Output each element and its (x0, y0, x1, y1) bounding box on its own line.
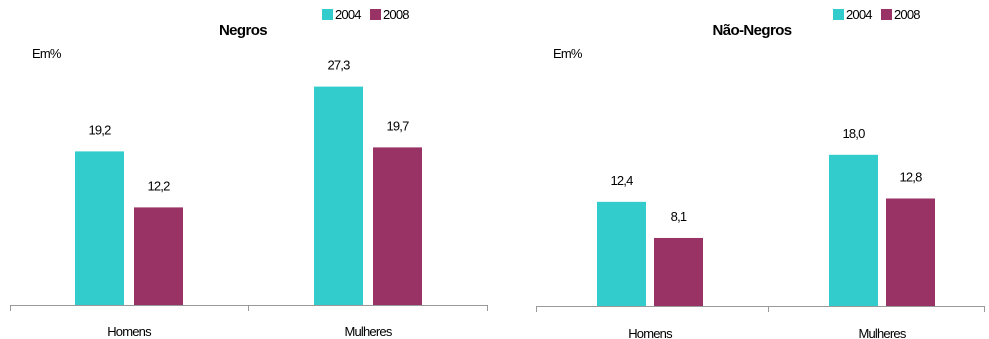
bar-2008-mulheres (886, 198, 935, 306)
bar-2008-homens (134, 207, 183, 305)
bar-2004-mulheres (314, 86, 363, 305)
unit-label: Em% (32, 46, 62, 61)
unit-label: Em% (553, 46, 583, 61)
category-label-mulheres: Mulheres (858, 326, 906, 339)
bar-chart-nao-negros: Não-Negros Em% 2004 2008 12,4 8,1 18,0 12,8… (536, 7, 985, 339)
bar-chart-negros: Negros Em% 2004 2008 19,2 12,2 27,3 19,7 Ho… (10, 7, 488, 339)
bar-2008-mulheres (373, 147, 422, 305)
data-label-2008-mulheres: 19,7 (386, 118, 409, 133)
data-label-2004-homens: 19,2 (88, 122, 111, 137)
legend-swatch-2008 (881, 9, 892, 20)
bars-group: 12,4 8,1 18,0 12,8 (597, 126, 935, 306)
legend-label-2008: 2008 (894, 7, 920, 22)
category-label-mulheres: Mulheres (344, 324, 392, 339)
x-axis (536, 306, 985, 312)
category-label-homens: Homens (107, 324, 152, 339)
data-label-2004-mulheres: 27,3 (327, 58, 350, 73)
chart-title: Não-Negros (712, 22, 791, 39)
bar-2004-mulheres (829, 154, 878, 306)
bar-2004-homens (597, 201, 646, 306)
chart-title: Negros (219, 22, 267, 39)
data-label-2004-homens: 12,4 (610, 173, 633, 188)
chart-panel-nao-negros: Não-Negros Em% 2004 2008 12,4 8,1 18,0 12,8… (528, 0, 989, 339)
data-label-2004-mulheres: 18,0 (842, 126, 865, 141)
chart-panel-negros: Negros Em% 2004 2008 19,2 12,2 27,3 19,7 Ho… (0, 0, 490, 339)
legend-swatch-2004 (322, 9, 333, 20)
bars-group: 19,2 12,2 27,3 19,7 (75, 58, 422, 305)
data-label-2008-homens: 8,1 (671, 209, 687, 224)
legend-label-2004: 2004 (846, 7, 872, 22)
data-label-2008-mulheres: 12,8 (899, 169, 922, 184)
legend-label-2008: 2008 (383, 7, 409, 22)
category-label-homens: Homens (628, 326, 673, 339)
legend-swatch-2004 (833, 9, 844, 20)
x-axis (10, 305, 488, 311)
legend-swatch-2008 (370, 9, 381, 20)
data-label-2008-homens: 12,2 (147, 178, 170, 193)
bar-2008-homens (654, 237, 703, 306)
legend-label-2004: 2004 (335, 7, 361, 22)
bar-2004-homens (75, 151, 124, 305)
